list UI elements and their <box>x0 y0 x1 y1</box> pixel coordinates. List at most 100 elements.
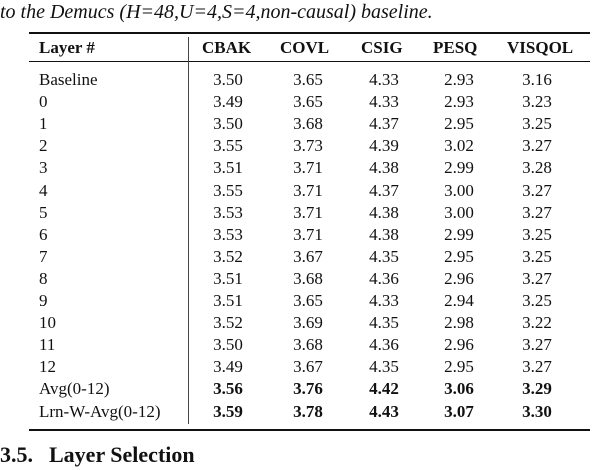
table-cell: 3.78 <box>293 401 323 421</box>
table-cell: 4.36 <box>369 268 399 288</box>
table-cell: 3.25 <box>522 291 552 310</box>
table-cell: 2.99 <box>444 158 474 178</box>
row-label: 8 <box>39 268 48 288</box>
row-label: Avg(0-12) <box>39 379 110 399</box>
row-label: 5 <box>39 202 48 222</box>
table-row: 1 3.50 3.68 4.37 2.95 3.25 <box>0 113 596 135</box>
row-label: Baseline <box>39 70 98 89</box>
row-label: 10 <box>39 313 56 333</box>
table-cell: 3.68 <box>293 335 323 355</box>
row-label: 0 <box>39 92 48 112</box>
table-cell: 4.33 <box>369 92 399 112</box>
table-cell: 4.38 <box>369 224 399 244</box>
table-cell: 4.43 <box>369 401 399 421</box>
table-cell: 2.94 <box>444 291 474 310</box>
table-cell: 4.35 <box>369 357 399 377</box>
table-row: 9 3.51 3.65 4.33 2.94 3.25 <box>0 290 596 312</box>
row-label: 11 <box>39 335 56 355</box>
table-row: 3 3.51 3.71 4.38 2.99 3.28 <box>0 157 596 179</box>
table-cell: 3.73 <box>293 136 323 156</box>
table-cell: 4.33 <box>369 291 399 310</box>
table-cell: 3.30 <box>522 401 552 421</box>
table-cell: 3.27 <box>522 357 552 377</box>
table-cell: 3.50 <box>213 335 243 355</box>
table-cell: 3.00 <box>444 180 474 200</box>
table-row: 11 3.50 3.68 4.36 2.96 3.27 <box>0 334 596 356</box>
table-cell: 4.33 <box>369 70 399 89</box>
table-row: 4 3.55 3.71 4.37 3.00 3.27 <box>0 180 596 202</box>
table-caption: to the Demucs (H=48,U=4,S=4,non-causal) … <box>0 1 433 23</box>
row-label: 6 <box>39 224 48 244</box>
table-cell: 4.39 <box>369 136 399 156</box>
table-cell: 3.65 <box>293 92 323 112</box>
header-layer: Layer # <box>39 38 95 57</box>
table-cell: 2.93 <box>444 92 474 112</box>
row-label: 4 <box>39 180 48 200</box>
table-cell: 3.71 <box>293 158 323 178</box>
table-cell: 4.38 <box>369 202 399 222</box>
row-label: 3 <box>39 158 48 178</box>
table-cell: 2.98 <box>444 313 474 333</box>
header-covl: COVL <box>280 38 330 57</box>
header-cbak: CBAK <box>202 38 252 57</box>
row-label: 2 <box>39 136 48 156</box>
table-cell: 3.52 <box>213 313 243 333</box>
row-label: 7 <box>39 246 48 266</box>
table-cell: 3.50 <box>213 70 243 89</box>
table-cell: 3.71 <box>293 224 323 244</box>
table-cell: 3.53 <box>213 224 243 244</box>
table-row: 8 3.51 3.68 4.36 2.96 3.27 <box>0 268 596 290</box>
table-cell: 4.35 <box>369 246 399 266</box>
table-column-separator <box>188 37 189 424</box>
table-cell: 4.38 <box>369 158 399 178</box>
table-cell: 2.99 <box>444 224 474 244</box>
table-cell: 3.65 <box>293 291 323 310</box>
table-row: 0 3.49 3.65 4.33 2.93 3.23 <box>0 91 596 113</box>
table-cell: 3.67 <box>293 246 323 266</box>
table-cell: 4.37 <box>369 180 399 200</box>
header-pesq: PESQ <box>433 38 478 57</box>
header-csig: CSIG <box>361 38 403 57</box>
table-cell: 2.95 <box>444 246 474 266</box>
table-cell: 2.95 <box>444 357 474 377</box>
table-cell: 3.02 <box>444 136 474 156</box>
table-cell: 3.00 <box>444 202 474 222</box>
table-cell: 3.68 <box>293 268 323 288</box>
header-visqol: VISQOL <box>507 38 574 57</box>
table-cell: 3.67 <box>293 357 323 377</box>
table-row: 5 3.53 3.71 4.38 3.00 3.27 <box>0 202 596 224</box>
table-cell: 3.27 <box>522 335 552 355</box>
table-cell: 2.96 <box>444 335 474 355</box>
table-cell: 3.07 <box>444 401 474 421</box>
table-bottom-rule <box>29 429 590 431</box>
table-row: 10 3.52 3.69 4.35 2.98 3.22 <box>0 312 596 334</box>
table-cell: 3.52 <box>213 246 243 266</box>
table-cell: 3.68 <box>293 114 323 134</box>
table-cell: 3.49 <box>213 92 243 112</box>
section-heading: 3.5. Layer Selection <box>0 442 195 468</box>
table-cell: 3.53 <box>213 202 243 222</box>
table-row: 7 3.52 3.67 4.35 2.95 3.25 <box>0 246 596 268</box>
table-cell: 3.76 <box>293 379 323 399</box>
row-label: 9 <box>39 291 48 310</box>
table-cell: 2.93 <box>444 70 474 89</box>
table-cell: 3.71 <box>293 180 323 200</box>
table-cell: 3.71 <box>293 202 323 222</box>
table-cell: 3.51 <box>213 291 243 310</box>
table-cell: 3.27 <box>522 136 552 156</box>
row-label: 1 <box>39 114 48 134</box>
table-cell: 3.25 <box>522 114 552 134</box>
table-cell: 3.29 <box>522 379 552 399</box>
table-cell: 3.55 <box>213 136 243 156</box>
table-cell: 3.27 <box>522 180 552 200</box>
row-label: Lrn-W-Avg(0-12) <box>39 401 161 421</box>
table-cell: 3.59 <box>213 401 243 421</box>
table-cell: 3.55 <box>213 180 243 200</box>
table-cell: 2.95 <box>444 114 474 134</box>
table-cell: 3.16 <box>522 70 552 89</box>
table-header-rule <box>29 61 590 62</box>
table-cell: 3.56 <box>213 379 243 399</box>
table-cell: 3.25 <box>522 246 552 266</box>
table-cell: 3.49 <box>213 357 243 377</box>
table-row: 2 3.55 3.73 4.39 3.02 3.27 <box>0 135 596 157</box>
